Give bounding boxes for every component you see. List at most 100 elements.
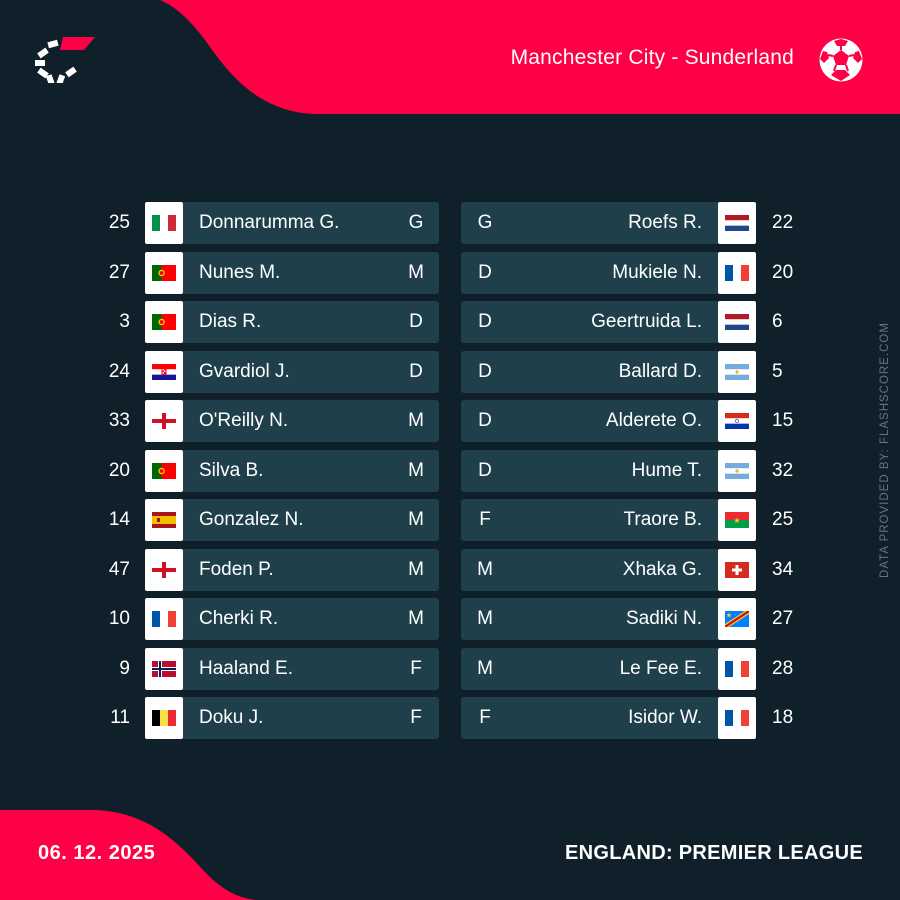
home-player-name: Gonzalez N. <box>199 509 304 530</box>
home-shirt-number: 33 <box>108 410 130 431</box>
lineup-row: 3 Dias R. D D Geertruida L. 6 <box>0 301 900 343</box>
argentina-flag-icon <box>718 350 756 393</box>
switzerland-flag-icon <box>718 548 756 591</box>
away-player-position: M <box>477 608 493 629</box>
lineup-row: 20 Silva B. M D Hume T. 32 <box>0 449 900 492</box>
lineup-row: 9 Haaland E. F M Le Fee E. 28 <box>0 647 900 690</box>
lineup-row: 25 Donnarumma G. G G Roefs R. 22 <box>0 202 900 244</box>
away-shirt-number: 18 <box>772 707 794 728</box>
portugal-flag-icon <box>145 251 183 294</box>
away-player-bar: F Traore B. <box>461 499 718 541</box>
netherlands-flag-icon <box>718 202 756 244</box>
away-player-name: Ballard D. <box>618 360 702 382</box>
home-shirt-number: 14 <box>108 509 130 530</box>
home-player-bar: O'Reilly N. M <box>183 400 439 442</box>
home-player-bar: Gvardiol J. D <box>183 350 439 393</box>
home-player-bar: Gonzalez N. M <box>183 499 439 541</box>
away-shirt-number: 28 <box>772 657 794 679</box>
home-player-name: Dias R. <box>199 311 262 332</box>
away-shirt-number: 25 <box>772 509 794 530</box>
home-shirt-number: 47 <box>108 558 130 580</box>
england-flag-icon <box>145 548 183 591</box>
away-player-bar: M Xhaka G. <box>461 548 718 591</box>
away-player-position: D <box>478 360 492 382</box>
home-player-position: M <box>408 509 424 530</box>
home-player-bar: Nunes M. M <box>183 251 439 294</box>
portugal-flag-icon <box>145 301 183 343</box>
away-player-position: D <box>478 459 492 481</box>
home-player-position: F <box>410 707 422 728</box>
away-player-name: Alderete O. <box>605 410 702 431</box>
portugal-flag-icon <box>145 449 183 492</box>
home-player-position: M <box>408 261 424 283</box>
home-player-position: D <box>409 311 423 332</box>
away-shirt-number: 15 <box>772 410 794 431</box>
belgium-flag-icon <box>145 697 183 739</box>
away-player-position: M <box>477 558 493 580</box>
away-player-bar: M Sadiki N. <box>461 598 718 640</box>
burkina-faso-flag-icon <box>718 499 756 541</box>
match-date: 06. 12. 2025 <box>38 842 156 864</box>
home-player-name: Foden P. <box>199 558 274 580</box>
home-player-name: Cherki R. <box>199 608 279 629</box>
lineup-row: 11 Doku J. F F Isidor W. 18 <box>0 697 900 739</box>
away-player-position: G <box>477 212 493 233</box>
home-player-position: G <box>408 212 424 233</box>
away-shirt-number: 6 <box>772 311 783 332</box>
home-shirt-number: 25 <box>108 212 130 233</box>
away-shirt-number: 22 <box>772 212 794 233</box>
away-player-position: M <box>477 657 493 679</box>
away-shirt-number: 27 <box>772 608 794 629</box>
lineup-row: 33 O'Reilly N. M D Alderete O. 15 <box>0 400 900 442</box>
home-shirt-number: 11 <box>110 707 130 728</box>
data-credit: DATA PROVIDED BY: FLASHSCORE.COM <box>879 322 891 578</box>
away-shirt-number: 5 <box>772 360 783 382</box>
away-player-bar: D Hume T. <box>461 449 718 492</box>
home-player-bar: Cherki R. M <box>183 598 439 640</box>
home-player-name: Gvardiol J. <box>199 360 290 382</box>
away-player-bar: G Roefs R. <box>461 202 718 244</box>
norway-flag-icon <box>145 647 183 690</box>
home-player-position: D <box>409 360 423 382</box>
home-shirt-number: 10 <box>108 608 130 629</box>
away-player-name: Isidor W. <box>628 707 702 728</box>
home-player-position: F <box>410 657 422 679</box>
home-player-bar: Haaland E. F <box>183 647 439 690</box>
away-player-name: Xhaka G. <box>622 558 702 580</box>
paraguay-flag-icon <box>718 400 756 442</box>
france-flag-icon <box>145 598 183 640</box>
home-player-bar: Silva B. M <box>183 449 439 492</box>
away-player-bar: M Le Fee E. <box>461 647 718 690</box>
away-shirt-number: 32 <box>772 459 794 481</box>
home-player-name: O'Reilly N. <box>199 410 289 431</box>
netherlands-flag-icon <box>718 301 756 343</box>
away-player-position: F <box>479 707 491 728</box>
lineup-row: 27 Nunes M. M D Mukiele N. 20 <box>0 251 900 294</box>
home-player-name: Haaland E. <box>199 657 294 679</box>
lineup-row: 10 Cherki R. M M Sadiki N. 27 <box>0 598 900 640</box>
away-player-position: D <box>478 311 492 332</box>
lineup-row: 47 Foden P. M M Xhaka G. 34 <box>0 548 900 591</box>
home-player-name: Doku J. <box>199 707 264 728</box>
away-shirt-number: 34 <box>772 558 794 580</box>
away-player-bar: D Ballard D. <box>461 350 718 393</box>
home-shirt-number: 3 <box>119 311 130 332</box>
home-shirt-number: 24 <box>108 360 130 382</box>
home-shirt-number: 20 <box>108 459 130 481</box>
france-flag-icon <box>718 697 756 739</box>
home-player-name: Silva B. <box>199 459 264 481</box>
football-icon <box>819 38 863 82</box>
home-player-bar: Donnarumma G. G <box>183 202 439 244</box>
away-player-name: Hume T. <box>631 459 702 481</box>
away-player-name: Geertruida L. <box>591 311 702 332</box>
england-flag-icon <box>145 400 183 442</box>
away-player-bar: F Isidor W. <box>461 697 718 739</box>
away-player-name: Mukiele N. <box>612 261 702 283</box>
dr-congo-flag-icon <box>718 598 756 640</box>
argentina-flag-icon <box>718 449 756 492</box>
home-player-position: M <box>408 459 424 481</box>
away-player-bar: D Alderete O. <box>461 400 718 442</box>
away-player-name: Sadiki N. <box>625 608 702 629</box>
competition-name: ENGLAND: PREMIER LEAGUE <box>564 842 863 864</box>
